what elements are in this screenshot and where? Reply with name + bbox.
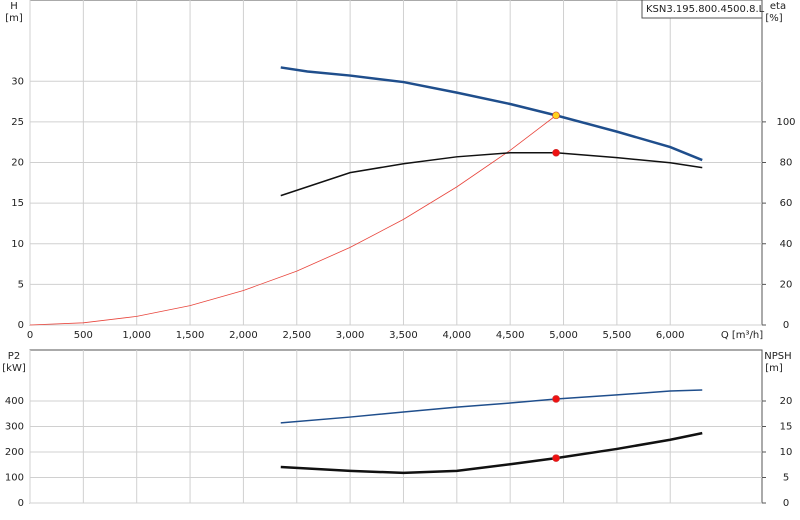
curve [29,115,557,326]
y2-tick-label: 15 [780,422,793,433]
x-axis-label: Q [m³/h] [721,330,763,341]
x-tick-label: 0 [27,330,33,341]
y2-tick-label: 40 [780,239,793,250]
x-tick-label: 4,500 [496,330,525,341]
x-tick-label: 1,500 [176,330,205,341]
curve [280,389,703,424]
y-tick-label: 0 [18,320,24,331]
y-tick-label: 25 [11,117,24,128]
y2-tick-label: 100 [776,117,795,128]
x-tick-label: 1,000 [122,330,151,341]
curve [280,152,703,197]
x-tick-label: 3,000 [336,330,365,341]
y2-axis-label: NPSH [764,351,791,362]
chart-title: KSN3.195.800.4500.8.L [646,4,765,15]
y2-tick-label: 10 [780,447,793,458]
y-tick-label: 20 [11,158,24,169]
y-tick-label: 30 [11,76,24,87]
duty-point [552,454,560,462]
y-axis-unit: [m] [5,13,23,24]
duty-point [552,111,560,120]
y-tick-label: 0 [18,498,24,509]
y2-tick-label: 0 [783,320,789,331]
y-tick-label: 100 [5,473,24,484]
y2-axis-label: eta [770,1,786,12]
y2-tick-label: 20 [780,396,793,407]
y2-tick-label: 60 [780,198,793,209]
title-box [641,0,763,19]
duty-point [552,148,560,157]
x-tick-label: 2,500 [282,330,311,341]
y-tick-label: 5 [18,279,24,290]
y2-axis-unit: [%] [765,13,782,24]
y-axis-unit: [kW] [2,363,26,374]
curve [280,66,703,162]
y-axis-label: H [10,1,18,12]
y2-tick-label: 0 [783,498,789,509]
x-tick-label: 3,500 [389,330,418,341]
y-tick-label: 400 [5,396,24,407]
duty-point [552,395,560,403]
x-tick-label: 5,000 [549,330,578,341]
y-axis-label: P2 [8,351,20,362]
x-tick-label: 500 [74,330,93,341]
y-tick-label: 15 [11,198,24,209]
x-tick-label: 4,000 [443,330,472,341]
y-tick-label: 10 [11,239,24,250]
y-tick-label: 200 [5,447,24,458]
y2-tick-label: 20 [780,279,793,290]
y2-tick-label: 5 [783,473,789,484]
y2-axis-unit: [m] [765,363,783,374]
x-tick-label: 6,000 [656,330,685,341]
y-tick-label: 300 [5,422,24,433]
curve [280,431,703,475]
y2-tick-label: 80 [780,158,793,169]
x-tick-label: 2,000 [229,330,258,341]
x-tick-label: 5,500 [603,330,632,341]
